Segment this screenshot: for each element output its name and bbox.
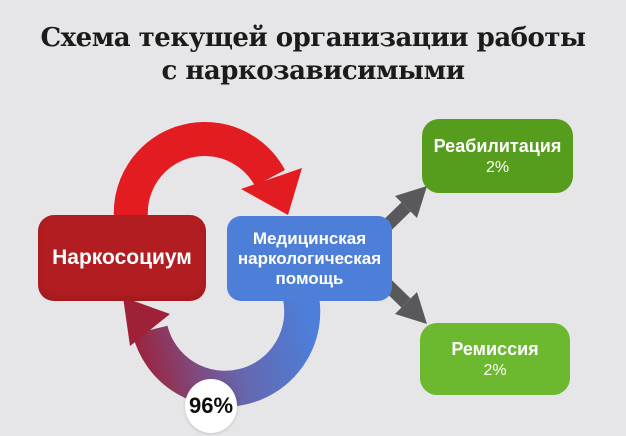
percent-badge: 96%	[185, 379, 237, 433]
node-remission: Ремиссия 2%	[420, 323, 570, 395]
node-medical-help-line1: Медицинская	[252, 228, 367, 248]
node-remission-value: 2%	[483, 361, 507, 379]
title-line-2: с наркозависимыми	[161, 56, 465, 86]
node-rehabilitation-value: 2%	[485, 158, 510, 176]
diagram-title: Схема текущей организации работы с нарко…	[0, 22, 626, 88]
node-medical-help: Медицинская наркологическая помощь	[227, 216, 392, 301]
node-narcosocium-label: Наркосоциум	[52, 246, 192, 269]
node-medical-help-line2: наркологическая	[237, 248, 382, 268]
title-line-1: Схема текущей организации работы	[40, 23, 586, 53]
percent-badge-value: 96%	[188, 393, 234, 418]
node-rehabilitation-label: Реабилитация	[433, 135, 562, 156]
node-narcosocium: Наркосоциум	[38, 215, 206, 301]
cycle-arrow-return	[123, 288, 321, 407]
node-rehabilitation: Реабилитация 2%	[422, 119, 573, 193]
node-medical-help-line3: помощь	[275, 268, 344, 288]
node-remission-label: Ремиссия	[451, 338, 539, 359]
